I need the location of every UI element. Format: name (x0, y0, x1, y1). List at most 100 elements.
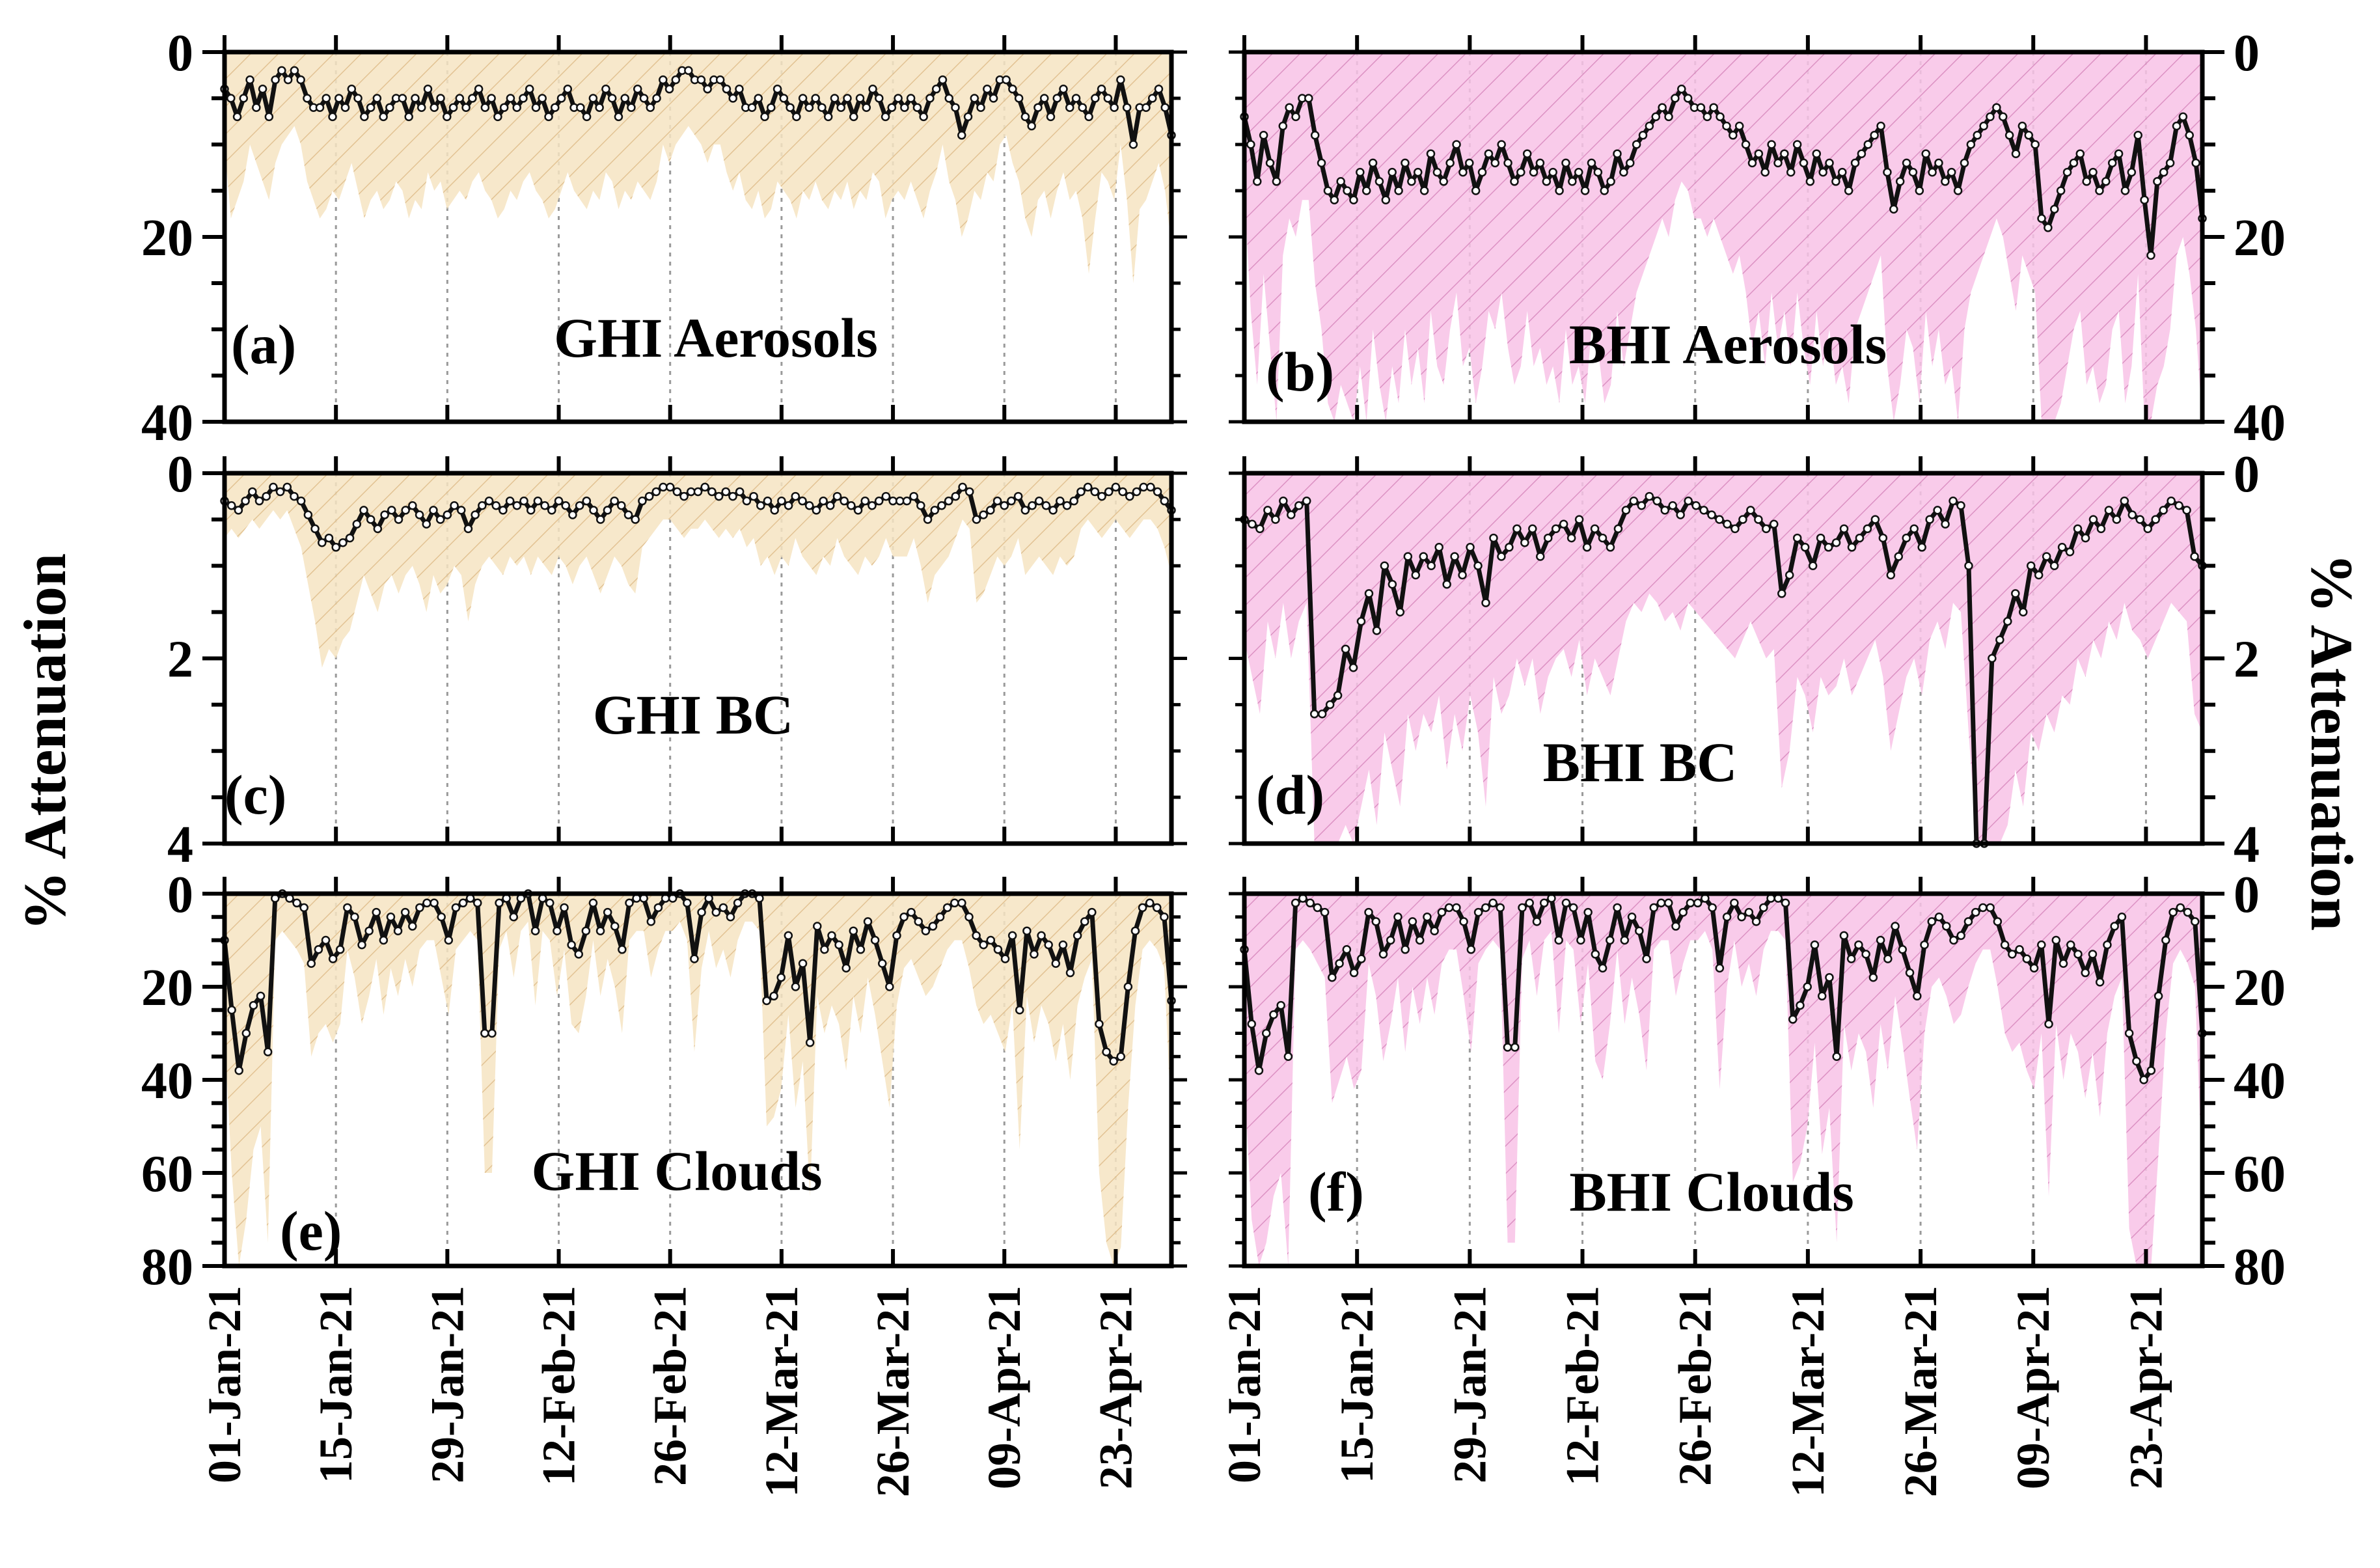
data-point (847, 501, 856, 510)
data-point (1839, 524, 1849, 534)
data-point (307, 959, 316, 968)
data-point (526, 506, 536, 515)
data-point (2183, 907, 2193, 917)
data-point (2140, 195, 2149, 204)
data-point (1886, 570, 1896, 580)
data-point (435, 515, 445, 524)
data-point (1863, 524, 1872, 534)
data-point (798, 959, 808, 968)
data-point (638, 496, 647, 506)
y-tick-label: 0 (2234, 446, 2260, 503)
data-point (1125, 491, 1134, 501)
data-point (1915, 186, 1924, 195)
data-point (1979, 121, 1988, 131)
data-point (1598, 533, 1607, 543)
data-point (1839, 931, 1849, 941)
data-point (1285, 103, 1294, 112)
data-point (1716, 112, 1725, 122)
data-point (495, 898, 504, 908)
data-point (1635, 926, 1644, 935)
data-point (777, 496, 786, 506)
data-point (972, 515, 981, 524)
panel-title: GHI Clouds (532, 1140, 823, 1202)
panel-title: BHI BC (1543, 731, 1738, 793)
data-point (1142, 103, 1151, 112)
data-point (1773, 158, 1783, 168)
data-point (499, 506, 508, 515)
y-tick-label: 0 (2234, 866, 2260, 924)
data-point (2133, 131, 2142, 140)
data-point (262, 491, 271, 501)
data-point (722, 85, 732, 94)
data-point (1928, 167, 1937, 177)
data-point (817, 103, 827, 112)
data-point (1052, 94, 1061, 103)
data-point (1276, 1000, 1285, 1010)
data-point (1022, 926, 1032, 935)
data-point (874, 496, 884, 506)
date-tick-label: 12-Mar-21 (756, 1286, 808, 1497)
data-point (868, 85, 877, 94)
data-point (271, 75, 280, 85)
data-point (2191, 158, 2200, 168)
data-point (1920, 940, 1929, 950)
data-point (576, 103, 585, 112)
data-point (951, 103, 960, 112)
panel-letter: (b) (1266, 340, 1334, 403)
data-point (1488, 898, 1498, 908)
data-point (1993, 917, 2003, 926)
data-point (763, 496, 773, 506)
data-point (263, 1047, 273, 1056)
data-point (1632, 140, 1641, 149)
data-point (1458, 570, 1467, 580)
data-point (1065, 103, 1074, 112)
data-point (819, 496, 828, 506)
data-point (1408, 917, 1417, 926)
data-point (1651, 112, 1661, 122)
data-point (696, 75, 706, 85)
panel-title: BHI Clouds (1569, 1161, 1853, 1223)
data-point (1568, 903, 1578, 913)
data-point (1770, 519, 1779, 529)
data-point (798, 496, 807, 506)
data-point (519, 496, 528, 506)
data-point (493, 112, 502, 122)
data-point (1913, 991, 1922, 1001)
data-point (1013, 491, 1023, 501)
data-point (422, 519, 431, 529)
data-point (1033, 103, 1043, 112)
date-tick-label: 26-Mar-21 (867, 1286, 919, 1497)
data-point (930, 506, 939, 515)
y-tick-label: 40 (2234, 394, 2286, 452)
data-point (350, 913, 359, 922)
data-point (1348, 663, 1358, 672)
y-tick-label: 60 (141, 1146, 193, 1203)
data-point (1808, 561, 1818, 570)
data-point (1153, 487, 1162, 497)
data-point (2062, 167, 2072, 177)
data-point (1442, 579, 1451, 589)
data-point (588, 94, 598, 103)
data-point (937, 501, 946, 510)
data-point (2069, 158, 2079, 168)
data-point (1876, 121, 1885, 131)
data-point (1709, 103, 1718, 112)
panel-c: 0 2 4 (c) GHI BC (167, 446, 1187, 873)
data-point (393, 926, 403, 935)
data-point (735, 85, 744, 94)
data-point (1831, 538, 1841, 547)
data-point (798, 94, 808, 103)
data-point (538, 94, 547, 103)
data-point (2101, 177, 2111, 186)
data-point (607, 94, 617, 103)
data-point (1627, 913, 1637, 922)
data-point (733, 898, 743, 908)
data-point (457, 506, 466, 515)
data-point (1883, 167, 1892, 177)
data-point (718, 903, 728, 913)
right-axis-title-group: % Attenuation (2299, 553, 2365, 931)
data-point (310, 524, 320, 534)
data-point (1799, 158, 1809, 168)
data-point (1071, 94, 1081, 103)
data-point (226, 501, 236, 510)
